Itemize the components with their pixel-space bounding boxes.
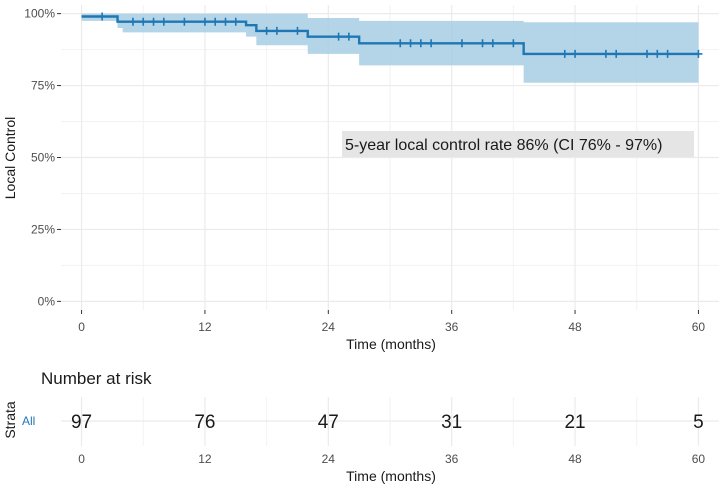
- risk-count: 5: [693, 412, 704, 433]
- censor-mark: [488, 39, 497, 48]
- x-axis-title: Time (months): [346, 336, 436, 352]
- km-plot-panel: 0% 25% 50% 75% 100% 0 12 24 36 48 60 5-year local…: [2, 5, 719, 352]
- censor-mark: [509, 39, 518, 48]
- censor-mark: [200, 17, 209, 26]
- risk-count: 76: [194, 412, 215, 433]
- censor-mark: [334, 32, 343, 41]
- risk-counts: 97 76 47 31 21 5: [71, 412, 704, 433]
- risk-y-axis-title: Strata: [2, 401, 18, 439]
- annotation-box: 5-year local control rate 86% (CI 76% - …: [342, 131, 694, 157]
- censor-mark: [262, 26, 271, 35]
- censor-mark: [560, 49, 569, 58]
- y-tick-label: 50%: [31, 151, 55, 165]
- y-tick-label: 25%: [31, 222, 55, 236]
- x-tick-label: 0: [78, 320, 85, 334]
- censor-mark: [211, 17, 220, 26]
- censor-mark: [128, 17, 137, 26]
- risk-count: 47: [318, 412, 339, 433]
- annotation-background: [342, 131, 694, 157]
- censor-mark: [416, 39, 425, 48]
- censor-mark: [344, 32, 353, 41]
- risk-count: 97: [71, 412, 92, 433]
- censor-mark: [643, 49, 652, 58]
- censor-mark: [663, 49, 672, 58]
- risk-x-tick-label: 24: [322, 452, 336, 466]
- confidence-band: [81, 13, 699, 83]
- censor-mark: [612, 49, 621, 58]
- risk-x-axis-title: Time (months): [346, 468, 436, 484]
- censor-mark: [406, 39, 415, 48]
- x-tick-label: 24: [322, 320, 336, 334]
- y-tick-label: 0%: [38, 294, 56, 308]
- censor-mark: [396, 39, 405, 48]
- risk-x-tick-label: 36: [445, 452, 459, 466]
- y-tick-label: 75%: [31, 79, 55, 93]
- censor-mark: [272, 26, 281, 35]
- x-tick-label: 36: [445, 320, 459, 334]
- risk-x-tick-label: 0: [78, 452, 85, 466]
- survival-curve: [81, 15, 699, 56]
- censor-mark: [180, 17, 189, 26]
- ci-band-area: [81, 13, 699, 83]
- grid-lines: [61, 5, 719, 310]
- y-axis-title: Local Control: [2, 117, 18, 200]
- censor-mark: [457, 39, 466, 48]
- risk-x-tick-label: 60: [692, 452, 706, 466]
- censor-mark: [601, 49, 610, 58]
- y-tick-label: 100%: [24, 7, 55, 21]
- censor-marks: [98, 12, 703, 58]
- risk-table-title: Number at risk: [41, 369, 152, 388]
- strata-label: All: [22, 414, 35, 428]
- censor-mark: [231, 17, 240, 26]
- risk-count: 21: [564, 412, 585, 433]
- censor-mark: [571, 49, 580, 58]
- censor-mark: [653, 49, 662, 58]
- risk-table: Number at risk All 97 76 47 31 21 5 0 12 24 36 48…: [2, 369, 719, 484]
- x-tick-label: 48: [568, 320, 582, 334]
- survival-step-line: [81, 15, 699, 56]
- risk-x-tick-label: 48: [568, 452, 582, 466]
- censor-mark: [478, 39, 487, 48]
- risk-x-tick-label: 12: [198, 452, 212, 466]
- y-axis-ticks: 0% 25% 50% 75% 100%: [24, 7, 61, 308]
- censor-mark: [427, 39, 436, 48]
- risk-table-grid: [61, 397, 719, 446]
- censor-mark: [139, 17, 148, 26]
- censor-mark: [159, 17, 168, 26]
- x-axis-ticks: 0 12 24 36 48 60: [78, 310, 705, 334]
- censor-mark: [149, 17, 158, 26]
- risk-count: 31: [441, 412, 462, 433]
- censor-mark: [98, 12, 107, 21]
- risk-x-ticks: 0 12 24 36 48 60: [78, 452, 705, 466]
- censor-mark: [293, 26, 302, 35]
- censor-mark: [694, 49, 703, 58]
- annotation-text: 5-year local control rate 86% (CI 76% - …: [345, 137, 662, 154]
- x-tick-label: 12: [198, 320, 212, 334]
- censor-mark: [221, 17, 230, 26]
- x-tick-label: 60: [692, 320, 706, 334]
